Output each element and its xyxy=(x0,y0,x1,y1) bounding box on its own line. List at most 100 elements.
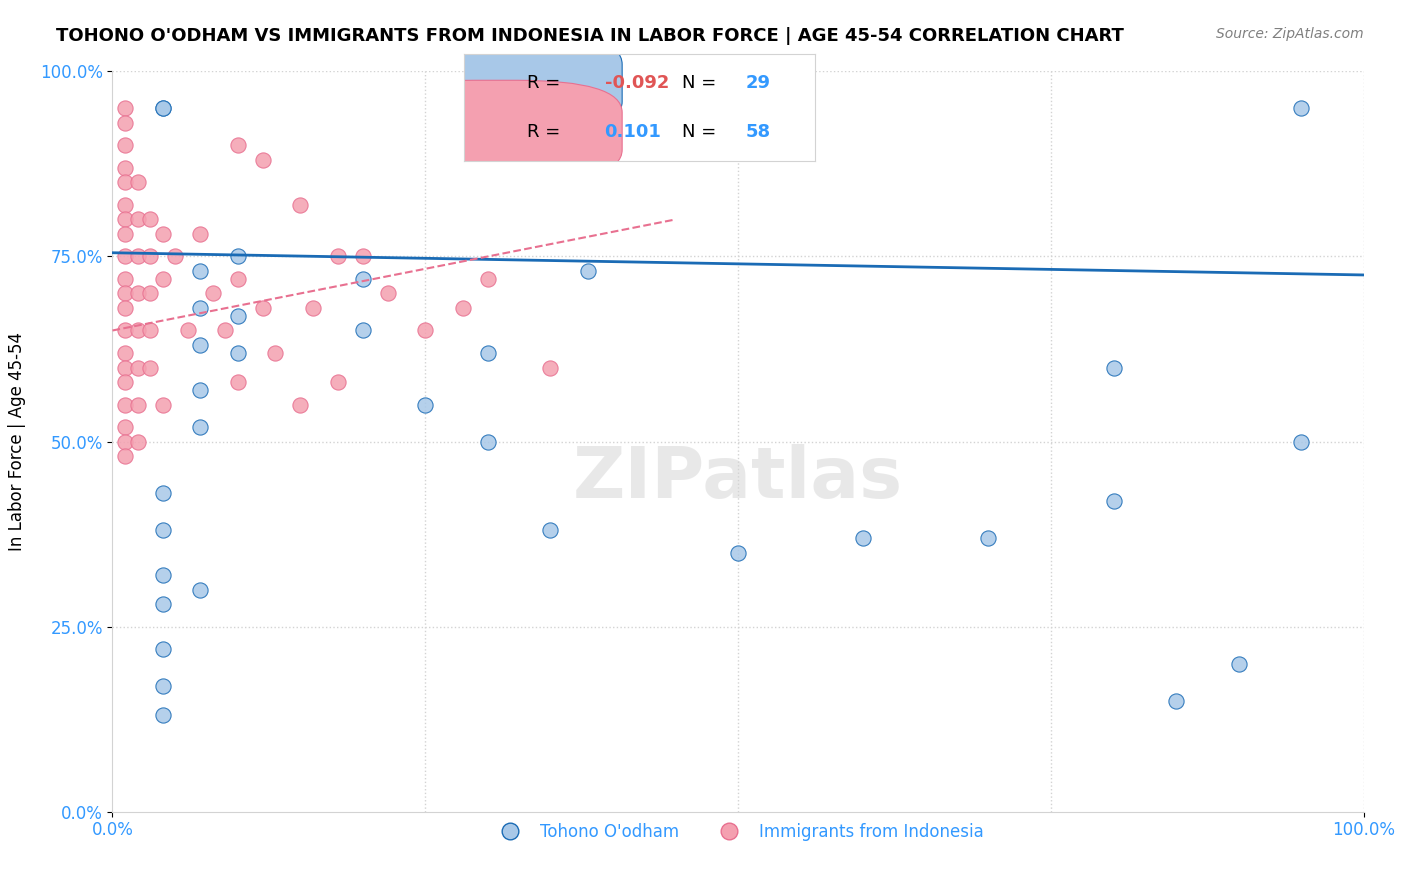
Point xyxy=(114,212,136,227)
Point xyxy=(114,376,136,390)
Text: TOHONO O'ODHAM VS IMMIGRANTS FROM INDONESIA IN LABOR FORCE | AGE 45-54 CORRELATI: TOHONO O'ODHAM VS IMMIGRANTS FROM INDONE… xyxy=(56,27,1125,45)
Point xyxy=(188,338,211,352)
Point xyxy=(1164,694,1187,708)
Point xyxy=(139,250,162,264)
Point xyxy=(152,598,174,612)
Point xyxy=(152,524,174,538)
Point xyxy=(226,376,249,390)
Point xyxy=(188,264,211,278)
Point xyxy=(1291,102,1313,116)
Point xyxy=(413,324,436,338)
Point xyxy=(114,197,136,211)
Text: Source: ZipAtlas.com: Source: ZipAtlas.com xyxy=(1216,27,1364,41)
Point xyxy=(152,227,174,242)
Point xyxy=(114,286,136,301)
Point xyxy=(188,419,211,434)
Point xyxy=(301,301,323,316)
Point xyxy=(290,197,312,211)
Point xyxy=(127,360,149,375)
Text: R =: R = xyxy=(527,75,561,93)
Point xyxy=(252,301,274,316)
Point xyxy=(326,376,349,390)
Point xyxy=(114,450,136,464)
Point xyxy=(114,102,136,116)
Point xyxy=(114,301,136,316)
Text: -0.092: -0.092 xyxy=(605,75,669,93)
Point xyxy=(226,271,249,285)
Point xyxy=(114,116,136,130)
Point xyxy=(226,309,249,323)
Point xyxy=(152,102,174,116)
Point xyxy=(114,419,136,434)
Y-axis label: In Labor Force | Age 45-54: In Labor Force | Age 45-54 xyxy=(8,332,25,551)
Point xyxy=(139,212,162,227)
Point xyxy=(152,398,174,412)
Point xyxy=(188,301,211,316)
FancyBboxPatch shape xyxy=(368,80,623,182)
Point xyxy=(451,301,474,316)
Point xyxy=(1291,434,1313,449)
Point xyxy=(114,138,136,153)
Point xyxy=(352,271,374,285)
Point xyxy=(977,531,1000,545)
Point xyxy=(152,679,174,693)
Point xyxy=(201,286,224,301)
Point xyxy=(1227,657,1250,671)
Point xyxy=(1102,360,1125,375)
Point xyxy=(152,102,174,116)
Point xyxy=(127,250,149,264)
Point xyxy=(114,250,136,264)
Point xyxy=(352,324,374,338)
Text: 58: 58 xyxy=(745,123,770,141)
Point xyxy=(727,102,749,116)
Point xyxy=(188,383,211,397)
Point xyxy=(127,324,149,338)
Point xyxy=(114,345,136,359)
Point xyxy=(413,398,436,412)
Point xyxy=(352,250,374,264)
Point xyxy=(226,138,249,153)
Point xyxy=(290,398,312,412)
Point xyxy=(114,227,136,242)
Point xyxy=(114,175,136,190)
Point xyxy=(377,286,399,301)
Point xyxy=(226,345,249,359)
Point xyxy=(152,641,174,656)
Point xyxy=(152,271,174,285)
Point xyxy=(727,546,749,560)
Text: 29: 29 xyxy=(745,75,770,93)
Point xyxy=(127,286,149,301)
Point xyxy=(114,434,136,449)
Point xyxy=(477,271,499,285)
Point xyxy=(152,567,174,582)
Point xyxy=(188,582,211,597)
Point xyxy=(538,360,561,375)
Point xyxy=(127,434,149,449)
Point xyxy=(139,286,162,301)
Point xyxy=(139,324,162,338)
Point xyxy=(252,153,274,168)
Point xyxy=(326,250,349,264)
Point xyxy=(114,360,136,375)
Point xyxy=(152,708,174,723)
Text: R =: R = xyxy=(527,123,561,141)
Point xyxy=(127,175,149,190)
Point xyxy=(114,271,136,285)
Point xyxy=(264,345,287,359)
Point xyxy=(576,264,599,278)
Point xyxy=(1102,493,1125,508)
Text: N =: N = xyxy=(682,75,716,93)
Point xyxy=(127,212,149,227)
Point xyxy=(152,486,174,500)
Point xyxy=(477,434,499,449)
Point xyxy=(127,398,149,412)
Point xyxy=(114,161,136,175)
Point xyxy=(477,345,499,359)
Point xyxy=(176,324,198,338)
Text: N =: N = xyxy=(682,123,716,141)
Point xyxy=(852,531,875,545)
Text: ZIPatlas: ZIPatlas xyxy=(574,444,903,513)
Point xyxy=(114,398,136,412)
FancyBboxPatch shape xyxy=(368,32,623,134)
Point xyxy=(114,324,136,338)
